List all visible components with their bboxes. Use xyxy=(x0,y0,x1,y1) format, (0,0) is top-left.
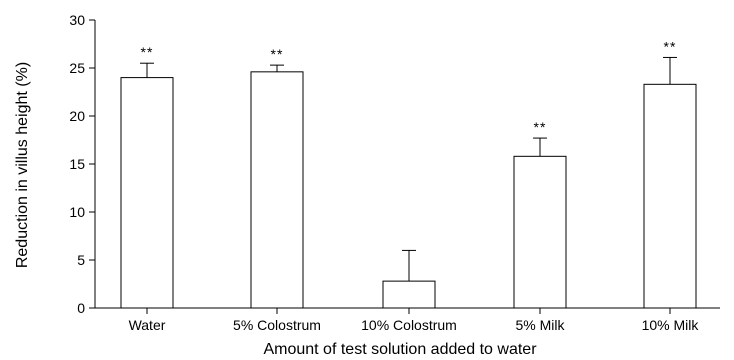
bar xyxy=(382,280,436,309)
y-tick-label: 15 xyxy=(69,156,85,172)
x-tick-label: 10% Colostrum xyxy=(361,317,457,333)
significance-marker: ** xyxy=(141,44,154,60)
x-axis-label: Amount of test solution added to water xyxy=(263,341,537,358)
bars: ** ** ** ** xyxy=(120,38,697,309)
x-tick-label: Water xyxy=(129,317,166,333)
y-axis: 0 5 10 15 20 25 30 xyxy=(69,12,96,316)
x-axis: Water 5% Colostrum 10% Colostrum 5% Milk 10%… xyxy=(95,307,720,333)
y-tick-label: 5 xyxy=(77,252,85,268)
significance-marker: ** xyxy=(664,38,677,54)
y-tick-label: 30 xyxy=(69,12,85,28)
bar xyxy=(120,77,174,309)
y-tick-label: 25 xyxy=(69,60,85,76)
y-axis-label: Reduction in villus height (%) xyxy=(14,62,31,268)
bar xyxy=(513,155,567,309)
x-tick-label: 10% Milk xyxy=(642,317,700,333)
y-tick-label: 20 xyxy=(69,108,85,124)
y-tick-label: 10 xyxy=(69,204,85,220)
bar xyxy=(643,83,697,309)
significance-marker: ** xyxy=(534,119,547,135)
x-tick-label: 5% Milk xyxy=(515,317,565,333)
bar xyxy=(250,71,304,309)
significance-marker: ** xyxy=(271,46,284,62)
x-tick-label: 5% Colostrum xyxy=(233,317,321,333)
y-tick-label: 0 xyxy=(77,300,85,316)
